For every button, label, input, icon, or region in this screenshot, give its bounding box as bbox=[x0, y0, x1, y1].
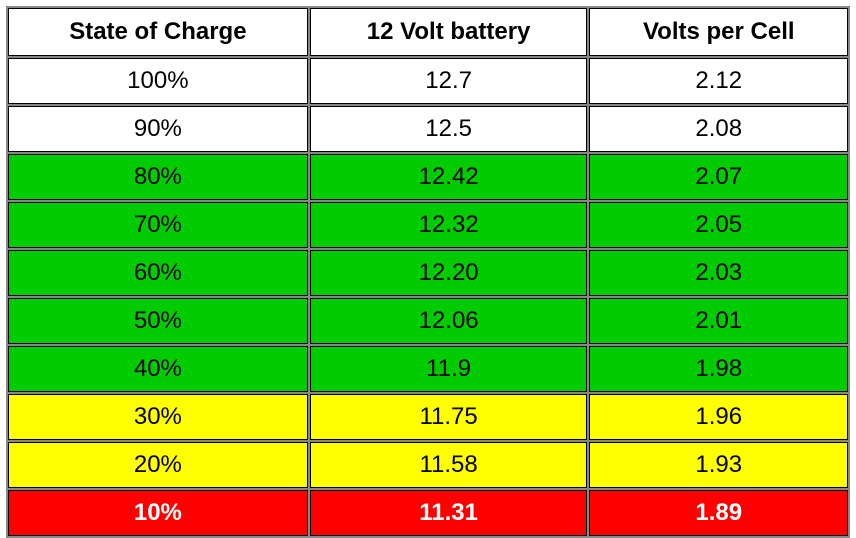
table-row: 80% 12.42 2.07 bbox=[8, 154, 848, 200]
column-header-state: State of Charge bbox=[8, 8, 308, 56]
table-row: 50% 12.06 2.01 bbox=[8, 298, 848, 344]
table-row: 20% 11.58 1.93 bbox=[8, 442, 848, 488]
table-body: 100% 12.7 2.12 90% 12.5 2.08 80% 12.42 2… bbox=[8, 58, 848, 536]
cell-state: 30% bbox=[8, 394, 308, 440]
cell-vpc: 2.05 bbox=[589, 202, 848, 248]
cell-12v: 12.20 bbox=[310, 250, 588, 296]
cell-vpc: 1.96 bbox=[589, 394, 848, 440]
cell-state: 80% bbox=[8, 154, 308, 200]
cell-vpc: 2.08 bbox=[589, 106, 848, 152]
cell-12v: 12.06 bbox=[310, 298, 588, 344]
cell-12v: 12.42 bbox=[310, 154, 588, 200]
table-header-row: State of Charge 12 Volt battery Volts pe… bbox=[8, 8, 848, 56]
cell-12v: 12.32 bbox=[310, 202, 588, 248]
cell-state: 60% bbox=[8, 250, 308, 296]
cell-vpc: 2.03 bbox=[589, 250, 848, 296]
cell-state: 70% bbox=[8, 202, 308, 248]
table-row: 10% 11.31 1.89 bbox=[8, 490, 848, 536]
cell-state: 10% bbox=[8, 490, 308, 536]
table-row: 60% 12.20 2.03 bbox=[8, 250, 848, 296]
cell-vpc: 2.01 bbox=[589, 298, 848, 344]
table-row: 30% 11.75 1.96 bbox=[8, 394, 848, 440]
cell-vpc: 1.93 bbox=[589, 442, 848, 488]
cell-state: 90% bbox=[8, 106, 308, 152]
table-row: 40% 11.9 1.98 bbox=[8, 346, 848, 392]
cell-vpc: 1.89 bbox=[589, 490, 848, 536]
cell-12v: 12.5 bbox=[310, 106, 588, 152]
battery-charge-table: State of Charge 12 Volt battery Volts pe… bbox=[6, 6, 850, 538]
cell-12v: 11.31 bbox=[310, 490, 588, 536]
cell-12v: 11.75 bbox=[310, 394, 588, 440]
cell-vpc: 2.07 bbox=[589, 154, 848, 200]
column-header-vpc: Volts per Cell bbox=[589, 8, 848, 56]
cell-12v: 11.9 bbox=[310, 346, 588, 392]
cell-vpc: 1.98 bbox=[589, 346, 848, 392]
cell-state: 50% bbox=[8, 298, 308, 344]
table-row: 100% 12.7 2.12 bbox=[8, 58, 848, 104]
cell-12v: 12.7 bbox=[310, 58, 588, 104]
cell-vpc: 2.12 bbox=[589, 58, 848, 104]
column-header-12v: 12 Volt battery bbox=[310, 8, 588, 56]
cell-state: 100% bbox=[8, 58, 308, 104]
table-row: 90% 12.5 2.08 bbox=[8, 106, 848, 152]
cell-12v: 11.58 bbox=[310, 442, 588, 488]
cell-state: 40% bbox=[8, 346, 308, 392]
table-row: 70% 12.32 2.05 bbox=[8, 202, 848, 248]
cell-state: 20% bbox=[8, 442, 308, 488]
